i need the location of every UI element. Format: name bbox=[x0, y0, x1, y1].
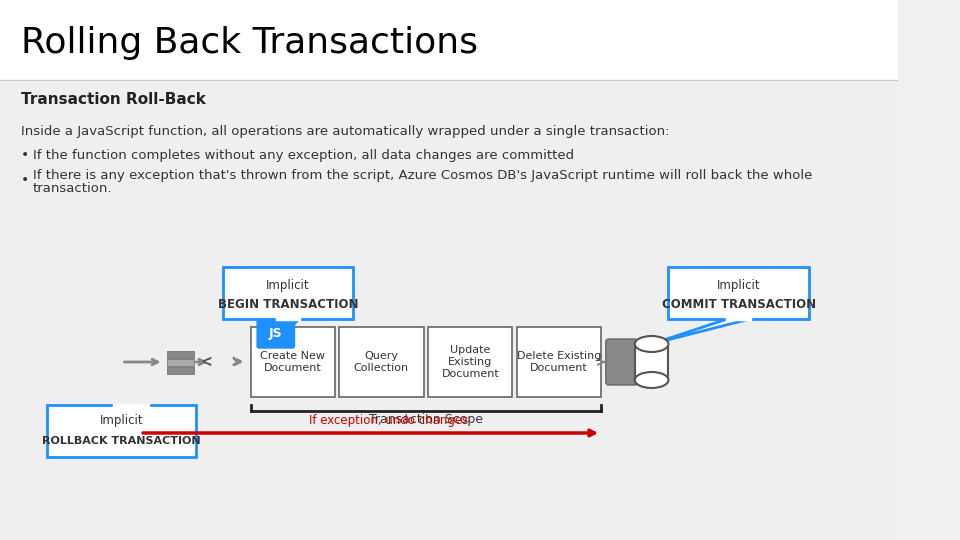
Text: Inside a JavaScript function, all operations are automatically wrapped under a s: Inside a JavaScript function, all operat… bbox=[20, 125, 669, 138]
FancyBboxPatch shape bbox=[47, 405, 197, 457]
Text: COMMIT TRANSACTION: COMMIT TRANSACTION bbox=[661, 298, 816, 311]
Text: Implicit: Implicit bbox=[266, 279, 310, 292]
FancyBboxPatch shape bbox=[0, 80, 898, 540]
Text: If exception, undo changes: If exception, undo changes bbox=[309, 414, 468, 427]
FancyBboxPatch shape bbox=[0, 0, 898, 80]
Text: Query
Collection: Query Collection bbox=[354, 351, 409, 373]
FancyBboxPatch shape bbox=[428, 327, 513, 397]
Ellipse shape bbox=[635, 336, 668, 352]
Text: Transaction Scope: Transaction Scope bbox=[369, 413, 483, 426]
Text: Update
Existing
Document: Update Existing Document bbox=[442, 346, 499, 379]
FancyBboxPatch shape bbox=[517, 327, 601, 397]
Polygon shape bbox=[652, 319, 750, 344]
FancyBboxPatch shape bbox=[606, 339, 637, 385]
FancyBboxPatch shape bbox=[167, 359, 194, 366]
Polygon shape bbox=[271, 319, 300, 346]
FancyBboxPatch shape bbox=[167, 367, 194, 374]
Text: JS: JS bbox=[269, 327, 282, 341]
Text: <  >: < > bbox=[202, 353, 242, 371]
FancyBboxPatch shape bbox=[257, 320, 295, 348]
FancyBboxPatch shape bbox=[340, 327, 423, 397]
Text: Implicit: Implicit bbox=[717, 279, 760, 292]
Text: If there is any exception that's thrown from the script, Azure Cosmos DB's JavaS: If there is any exception that's thrown … bbox=[33, 168, 812, 181]
Text: •: • bbox=[20, 148, 29, 162]
Text: ROLLBACK TRANSACTION: ROLLBACK TRANSACTION bbox=[42, 436, 201, 447]
Text: transaction.: transaction. bbox=[33, 183, 112, 195]
Text: If the function completes without any exception, all data changes are committed: If the function completes without any ex… bbox=[33, 148, 574, 161]
Text: Rolling Back Transactions: Rolling Back Transactions bbox=[20, 26, 477, 60]
Text: •: • bbox=[20, 173, 29, 187]
FancyBboxPatch shape bbox=[223, 267, 353, 319]
Text: Implicit: Implicit bbox=[100, 414, 143, 427]
Ellipse shape bbox=[635, 372, 668, 388]
FancyBboxPatch shape bbox=[668, 267, 808, 319]
FancyBboxPatch shape bbox=[635, 344, 668, 380]
FancyBboxPatch shape bbox=[251, 327, 335, 397]
Text: Create New
Document: Create New Document bbox=[260, 351, 325, 373]
Text: Transaction Roll-Back: Transaction Roll-Back bbox=[20, 92, 205, 107]
Text: BEGIN TRANSACTION: BEGIN TRANSACTION bbox=[218, 298, 358, 311]
FancyBboxPatch shape bbox=[167, 350, 194, 357]
Text: Delete Existing
Document: Delete Existing Document bbox=[516, 351, 601, 373]
